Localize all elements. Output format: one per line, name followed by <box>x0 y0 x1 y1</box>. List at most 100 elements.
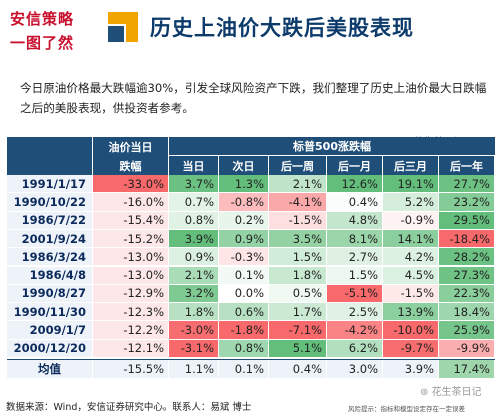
row-sp500-value: 1.8% <box>169 303 218 321</box>
header-sub-1: 次日 <box>219 156 268 175</box>
watermark-bottom-text: 花生茶日记 <box>431 387 482 398</box>
risk-note: 风险提示：指标和模型设定存在一定误差 <box>348 405 465 413</box>
header-oil-bottom: 跌幅 <box>93 156 168 175</box>
header-sub-4: 后三月 <box>383 156 438 175</box>
avg-sp500-value: 3.9% <box>383 360 438 379</box>
row-date: 1990/11/30 <box>7 303 92 321</box>
row-oil-drop: -13.0% <box>93 248 168 266</box>
row-date: 1986/7/22 <box>7 211 92 229</box>
row-sp500-value: -7.1% <box>269 321 326 339</box>
row-sp500-value: 0.1% <box>219 266 268 284</box>
row-sp500-value: -9.9% <box>439 339 494 357</box>
row-sp500-value: -9.7% <box>383 339 438 357</box>
logo-line-2: 一图了然 <box>10 34 75 52</box>
row-sp500-value: 13.9% <box>383 303 438 321</box>
row-date: 2000/12/20 <box>7 339 92 357</box>
logo-line-1: 安信策略 <box>10 10 75 28</box>
header-sub-5: 后一年 <box>439 156 494 175</box>
row-sp500-value: -4.2% <box>327 321 382 339</box>
page-title: 历史上油价大跌后美股表现 <box>150 15 414 40</box>
row-sp500-value: 22.3% <box>439 284 494 303</box>
row-sp500-value: 25.9% <box>439 321 494 339</box>
avg-separator <box>7 358 495 360</box>
row-sp500-value: -1.5% <box>383 284 438 303</box>
header-sub-0: 当日 <box>169 156 218 175</box>
row-oil-drop: -12.1% <box>93 339 168 357</box>
row-sp500-value: 5.2% <box>383 193 438 211</box>
source-footer: 数据来源：Wind，安信证券研究中心。联系人：易斌 博士 <box>6 402 252 413</box>
row-sp500-value: 6.2% <box>327 339 382 357</box>
row-sp500-value: 8.1% <box>327 229 382 248</box>
row-date: 1986/3/24 <box>7 248 92 266</box>
row-date: 1990/10/22 <box>7 193 92 211</box>
header-sub-2: 后一周 <box>269 156 326 175</box>
row-sp500-value: 19.1% <box>383 175 438 193</box>
row-oil-drop: -15.4% <box>93 211 168 229</box>
row-sp500-value: -0.3% <box>219 248 268 266</box>
row-sp500-value: 0.9% <box>219 229 268 248</box>
brand-mark-icon <box>108 12 138 42</box>
row-oil-drop: -16.0% <box>93 193 168 211</box>
row-sp500-value: 4.8% <box>327 211 382 229</box>
row-sp500-value: 14.1% <box>383 229 438 248</box>
row-sp500-value: 2.7% <box>327 248 382 266</box>
header-sub-3: 后一月 <box>327 156 382 175</box>
row-sp500-value: 0.4% <box>327 193 382 211</box>
row-sp500-value: 3.9% <box>169 229 218 248</box>
row-sp500-value: 0.0% <box>219 284 268 303</box>
row-sp500-value: -3.0% <box>169 321 218 339</box>
header-oil-top: 油价当日 <box>93 137 168 156</box>
row-sp500-value: -0.8% <box>219 193 268 211</box>
oil-drop-sp500-table: 油价当日 跌幅 标普500涨跌幅 当日 次日 后一周 后一月 后三月 后一年 1991/1/17-… <box>7 137 495 395</box>
avg-label: 均值 <box>7 360 92 379</box>
row-sp500-value: 27.7% <box>439 175 494 193</box>
row-sp500-value: 1.5% <box>269 248 326 266</box>
row-oil-drop: -12.3% <box>93 303 168 321</box>
row-sp500-value: -0.9% <box>383 211 438 229</box>
row-sp500-value: 1.8% <box>269 266 326 284</box>
row-sp500-value: 0.9% <box>169 248 218 266</box>
row-date: 1991/1/17 <box>7 175 92 193</box>
row-date: 2009/1/7 <box>7 321 92 339</box>
row-sp500-value: 2.5% <box>327 303 382 321</box>
row-sp500-value: 3.7% <box>169 175 218 193</box>
row-sp500-value: 4.2% <box>383 248 438 266</box>
row-sp500-value: 29.5% <box>439 211 494 229</box>
avg-sp500-value: 17.4% <box>439 360 494 379</box>
row-date: 1990/8/27 <box>7 284 92 303</box>
row-sp500-value: 0.8% <box>169 211 218 229</box>
row-sp500-value: 0.7% <box>169 193 218 211</box>
row-sp500-value: 1.5% <box>327 266 382 284</box>
row-sp500-value: 12.6% <box>327 175 382 193</box>
row-sp500-value: -4.1% <box>269 193 326 211</box>
row-sp500-value: 5.1% <box>269 339 326 357</box>
row-sp500-value: 4.5% <box>383 266 438 284</box>
intro-paragraph: 今日原油价格最大跌幅逾30%，引发全球风险资产下跌，我们整理了历史上油价最大日跌… <box>20 81 487 115</box>
row-sp500-value: 2.1% <box>269 175 326 193</box>
row-sp500-value: 0.5% <box>269 284 326 303</box>
header-corner-cell <box>7 137 92 175</box>
watermark-bottom: ⊛ 花生茶日记 <box>420 387 482 398</box>
brand-logo: 安信策略 一图了然 <box>6 6 94 56</box>
row-sp500-value: 3.2% <box>169 284 218 303</box>
row-oil-drop: -15.2% <box>93 229 168 248</box>
row-sp500-value: 0.6% <box>219 303 268 321</box>
row-sp500-value: -1.8% <box>219 321 268 339</box>
row-sp500-value: 27.3% <box>439 266 494 284</box>
row-sp500-value: -1.5% <box>269 211 326 229</box>
avg-sp500-value: 0.1% <box>219 360 268 379</box>
row-sp500-value: 23.2% <box>439 193 494 211</box>
row-sp500-value: 28.2% <box>439 248 494 266</box>
row-oil-drop: -13.0% <box>93 266 168 284</box>
avg-oil: -15.5% <box>93 360 168 379</box>
row-date: 1986/4/8 <box>7 266 92 284</box>
row-oil-drop: -12.2% <box>93 321 168 339</box>
avg-sp500-value: 3.0% <box>327 360 382 379</box>
row-sp500-value: -3.1% <box>169 339 218 357</box>
row-sp500-value: 18.4% <box>439 303 494 321</box>
row-oil-drop: -33.0% <box>93 175 168 193</box>
row-sp500-value: -5.1% <box>327 284 382 303</box>
row-oil-drop: -12.9% <box>93 284 168 303</box>
row-sp500-value: 0.2% <box>219 211 268 229</box>
row-sp500-value: -18.4% <box>439 229 494 248</box>
